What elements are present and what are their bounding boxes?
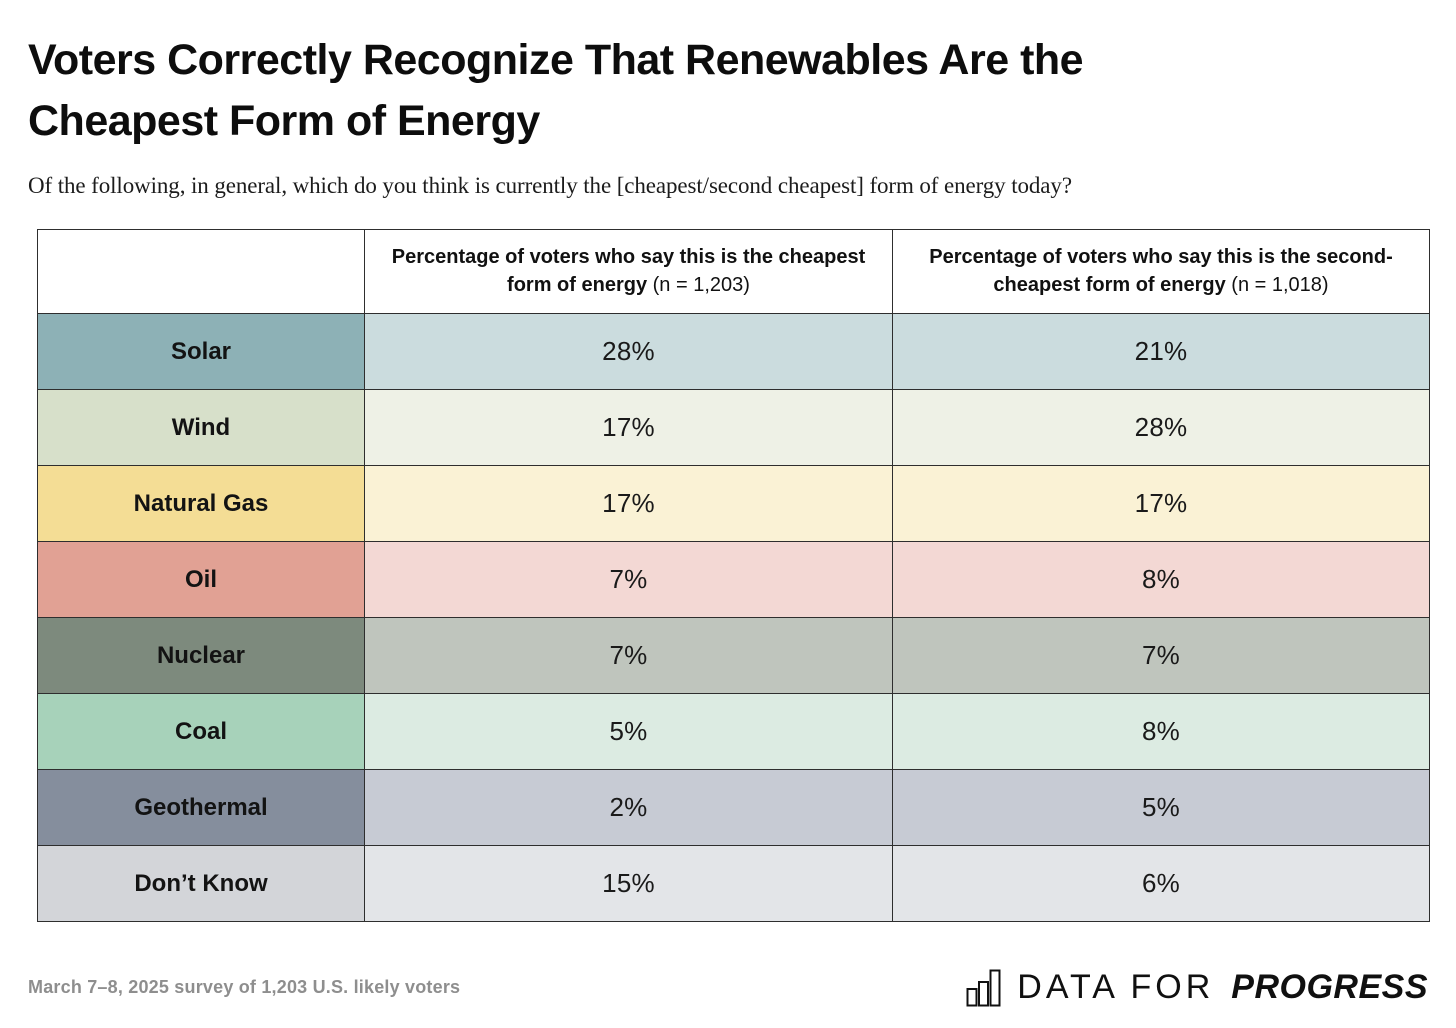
row-label-natural-gas: Natural Gas bbox=[37, 465, 365, 542]
infographic: Voters Correctly Recognize That Renewabl… bbox=[28, 30, 1430, 1007]
solar-second-value: 21% bbox=[892, 313, 1430, 390]
natural-gas-cheapest-value: 17% bbox=[364, 465, 893, 542]
col-header-cheapest-n: (n = 1,203) bbox=[652, 273, 750, 296]
row-label-nuclear: Nuclear bbox=[37, 617, 365, 694]
wind-second-value: 28% bbox=[892, 389, 1430, 466]
oil-second-value: 8% bbox=[892, 541, 1430, 618]
col-header-second-cheapest: Percentage of voters who say this is the… bbox=[892, 229, 1430, 314]
coal-cheapest-value: 5% bbox=[364, 693, 893, 770]
row-label-oil: Oil bbox=[37, 541, 365, 618]
table-row-coal: Coal 5% 8% bbox=[37, 693, 1430, 770]
row-label-coal: Coal bbox=[37, 693, 365, 770]
nuclear-second-value: 7% bbox=[892, 617, 1430, 694]
title-line-1: Voters Correctly Recognize That Renewabl… bbox=[28, 36, 1084, 84]
wind-cheapest-value: 17% bbox=[364, 389, 893, 466]
row-label-geothermal: Geothermal bbox=[37, 769, 365, 846]
col-header-second-cheapest-label: Percentage of voters who say this is the… bbox=[929, 245, 1393, 296]
solar-cheapest-value: 28% bbox=[364, 313, 893, 390]
dont-know-cheapest-value: 15% bbox=[364, 845, 893, 922]
survey-question: Of the following, in general, which do y… bbox=[28, 173, 1072, 198]
table-row-geothermal: Geothermal 2% 5% bbox=[37, 769, 1430, 846]
row-label-solar: Solar bbox=[37, 313, 365, 390]
dont-know-second-value: 6% bbox=[892, 845, 1430, 922]
table-row-oil: Oil 7% 8% bbox=[37, 541, 1430, 618]
logo-text-data-for: DATA FOR bbox=[1017, 968, 1215, 1006]
table-row-nuclear: Nuclear 7% 7% bbox=[37, 617, 1430, 694]
header-row: Percentage of voters who say this is the… bbox=[37, 229, 1430, 314]
col-header-cheapest: Percentage of voters who say this is the… bbox=[364, 229, 893, 314]
col-header-second-cheapest-n: (n = 1,018) bbox=[1231, 273, 1329, 296]
geothermal-cheapest-value: 2% bbox=[364, 769, 893, 846]
title-line-2: Cheapest Form of Energy bbox=[28, 97, 540, 145]
nuclear-cheapest-value: 7% bbox=[364, 617, 893, 694]
page-title: Voters Correctly Recognize That Renewabl… bbox=[28, 30, 1428, 152]
natural-gas-second-value: 17% bbox=[892, 465, 1430, 542]
dfp-logo: DATA FOR PROGRESS bbox=[966, 968, 1428, 1007]
oil-cheapest-value: 7% bbox=[364, 541, 893, 618]
table-row-solar: Solar 28% 21% bbox=[37, 313, 1430, 390]
col-header-cheapest-label: Percentage of voters who say this is the… bbox=[391, 245, 866, 296]
table-row-wind: Wind 17% 28% bbox=[37, 389, 1430, 466]
row-label-wind: Wind bbox=[37, 389, 365, 466]
corner-cell bbox=[37, 229, 365, 314]
table-row-natural-gas: Natural Gas 17% 17% bbox=[37, 465, 1430, 542]
survey-results-table: Percentage of voters who say this is the… bbox=[37, 229, 1430, 922]
source-note: March 7–8, 2025 survey of 1,203 U.S. lik… bbox=[28, 977, 461, 997]
geothermal-second-value: 5% bbox=[892, 769, 1430, 846]
logo-text-progress: PROGRESS bbox=[1231, 968, 1428, 1006]
table-row-dont-know: Don’t Know 15% 6% bbox=[37, 845, 1430, 922]
bar-chart-icon bbox=[966, 969, 1001, 1006]
coal-second-value: 8% bbox=[892, 693, 1430, 770]
row-label-dont-know: Don’t Know bbox=[37, 845, 365, 922]
footer: March 7–8, 2025 survey of 1,203 U.S. lik… bbox=[28, 968, 1428, 1007]
